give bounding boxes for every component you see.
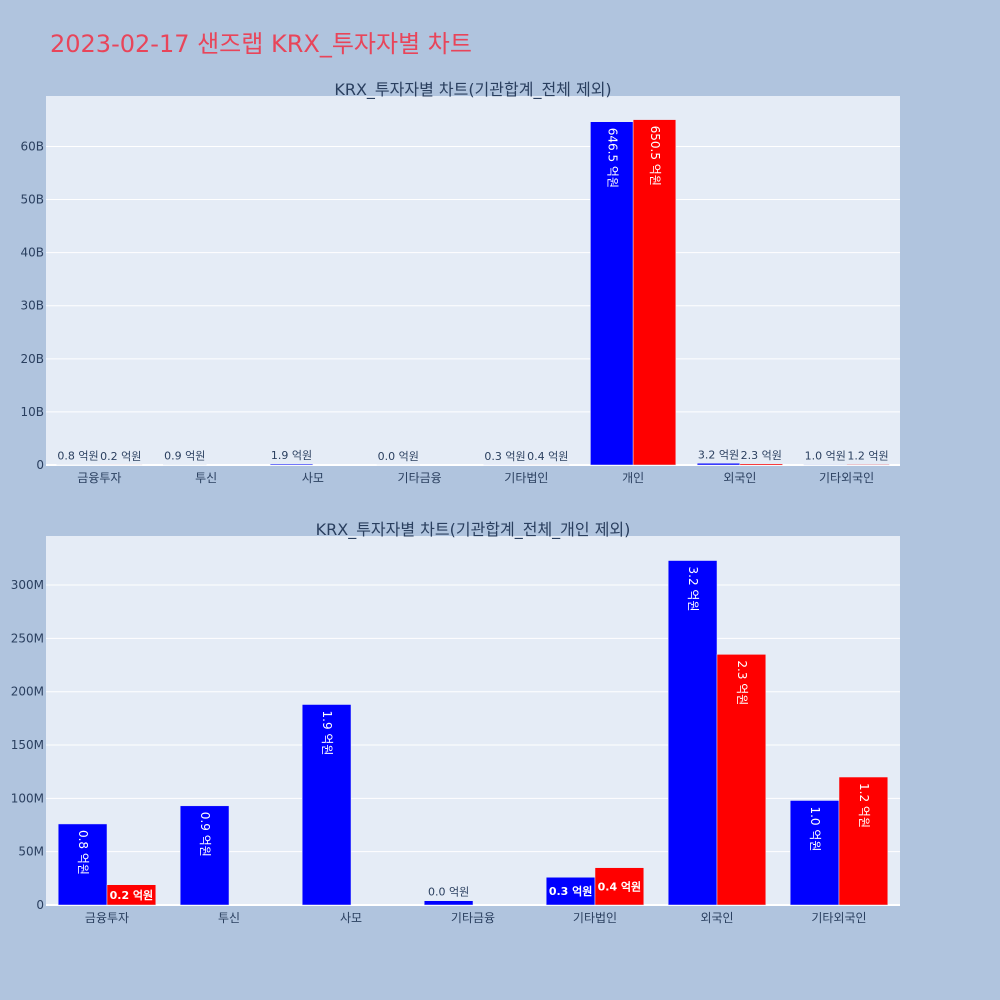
bar <box>179 805 230 906</box>
x-tick-label: 개인 <box>622 471 644 485</box>
bar <box>594 867 645 906</box>
bar <box>803 464 847 466</box>
bar <box>667 560 718 906</box>
bar-label: 0.4 억원 <box>527 450 568 463</box>
bar-label: 0.4 억원 <box>598 879 642 893</box>
y-tick-label: 10B <box>20 405 44 419</box>
x-tick-label: 외국인 <box>700 911 733 925</box>
bar-label: 2.3 억원 <box>735 660 749 705</box>
bar-label: 0.0 억원 <box>428 886 469 899</box>
bar-label: 0.3 억원 <box>549 884 593 898</box>
x-tick-label: 사모 <box>340 911 362 925</box>
bar <box>301 704 352 906</box>
x-tick-label: 기타법인 <box>573 911 617 925</box>
bar <box>739 463 783 466</box>
x-tick-label: 기타금융 <box>398 471 442 485</box>
x-tick-label: 기타금융 <box>451 911 495 925</box>
bar-label: 0.2 억원 <box>110 888 154 902</box>
bar-label: 1.0 억원 <box>808 806 822 851</box>
bar-label: 0.0 억원 <box>378 450 419 463</box>
bar-label: 3.2 억원 <box>686 567 700 612</box>
bar <box>716 654 767 906</box>
y-tick-label: 0 <box>36 898 44 912</box>
plot-area <box>46 536 900 905</box>
chart-excluding-institutions-and-individuals: KRX_투자자별 차트(기관합계_전체_개인 제외) 0 50M 100M 150M 20… <box>11 520 900 925</box>
bar-label: 0.8 억원 <box>57 450 98 463</box>
bar-label: 646.5 억원 <box>605 128 619 188</box>
bar <box>545 877 596 906</box>
bar <box>838 776 889 906</box>
bar <box>590 121 634 466</box>
y-tick-label: 60B <box>20 139 44 153</box>
bar <box>696 463 741 466</box>
chart-title: KRX_투자자별 차트(기관합계_전체 제외) <box>334 80 611 100</box>
y-tick-label: 100M <box>11 791 44 805</box>
x-tick-label: 사모 <box>302 471 324 485</box>
y-tick-label: 40B <box>20 246 44 260</box>
y-tick-label: 30B <box>20 299 44 313</box>
bar-label: 1.0 억원 <box>805 449 846 462</box>
bar <box>106 884 157 906</box>
bar <box>846 464 890 466</box>
bar-label: 1.2 억원 <box>847 449 888 462</box>
y-tick-label: 50M <box>18 845 44 859</box>
x-tick-label: 외국인 <box>723 471 756 485</box>
bar <box>57 823 108 906</box>
page-title: 2023-02-17 샌즈랩 KRX_투자자별 차트 <box>50 30 472 58</box>
y-tick-label: 300M <box>11 578 44 592</box>
bar-label: 650.5 억원 <box>648 126 662 186</box>
bar <box>269 463 314 466</box>
bar-label: 2.3 억원 <box>741 449 782 462</box>
bar <box>789 800 840 906</box>
bar-label: 1.9 억원 <box>271 449 312 462</box>
bar-label: 3.2 억원 <box>698 448 739 461</box>
y-tick-label: 150M <box>11 738 44 752</box>
x-tick-label: 투신 <box>195 471 217 485</box>
bar-label: 1.2 억원 <box>857 783 871 828</box>
chart-title: KRX_투자자별 차트(기관합계_전체_개인 제외) <box>316 520 631 540</box>
bar <box>423 900 474 906</box>
y-tick-label: 250M <box>11 631 44 645</box>
bar-label: 0.9 억원 <box>164 450 205 463</box>
plot-area <box>46 96 900 465</box>
y-tick-label: 200M <box>11 685 44 699</box>
y-tick-label: 50B <box>20 193 44 207</box>
bar-label: 0.2 억원 <box>100 450 141 463</box>
x-tick-label: 투신 <box>218 911 240 925</box>
y-tick-label: 0 <box>36 458 44 472</box>
x-tick-label: 기타외국인 <box>811 911 866 925</box>
bar-label: 0.9 억원 <box>198 812 212 857</box>
x-tick-label: 금융투자 <box>85 911 129 925</box>
chart-excluding-institutions: KRX_투자자별 차트(기관합계_전체 제외) 0 10B 20B 30B 40B 50B 6… <box>20 80 900 485</box>
x-tick-label: 기타외국인 <box>819 471 874 485</box>
bar-label: 1.9 억원 <box>320 711 334 756</box>
bar <box>632 119 677 466</box>
bar-label: 0.8 억원 <box>76 830 90 875</box>
x-tick-label: 금융투자 <box>77 471 121 485</box>
bar-label: 0.3 억원 <box>484 450 525 463</box>
x-tick-label: 기타법인 <box>504 471 548 485</box>
y-tick-label: 20B <box>20 352 44 366</box>
